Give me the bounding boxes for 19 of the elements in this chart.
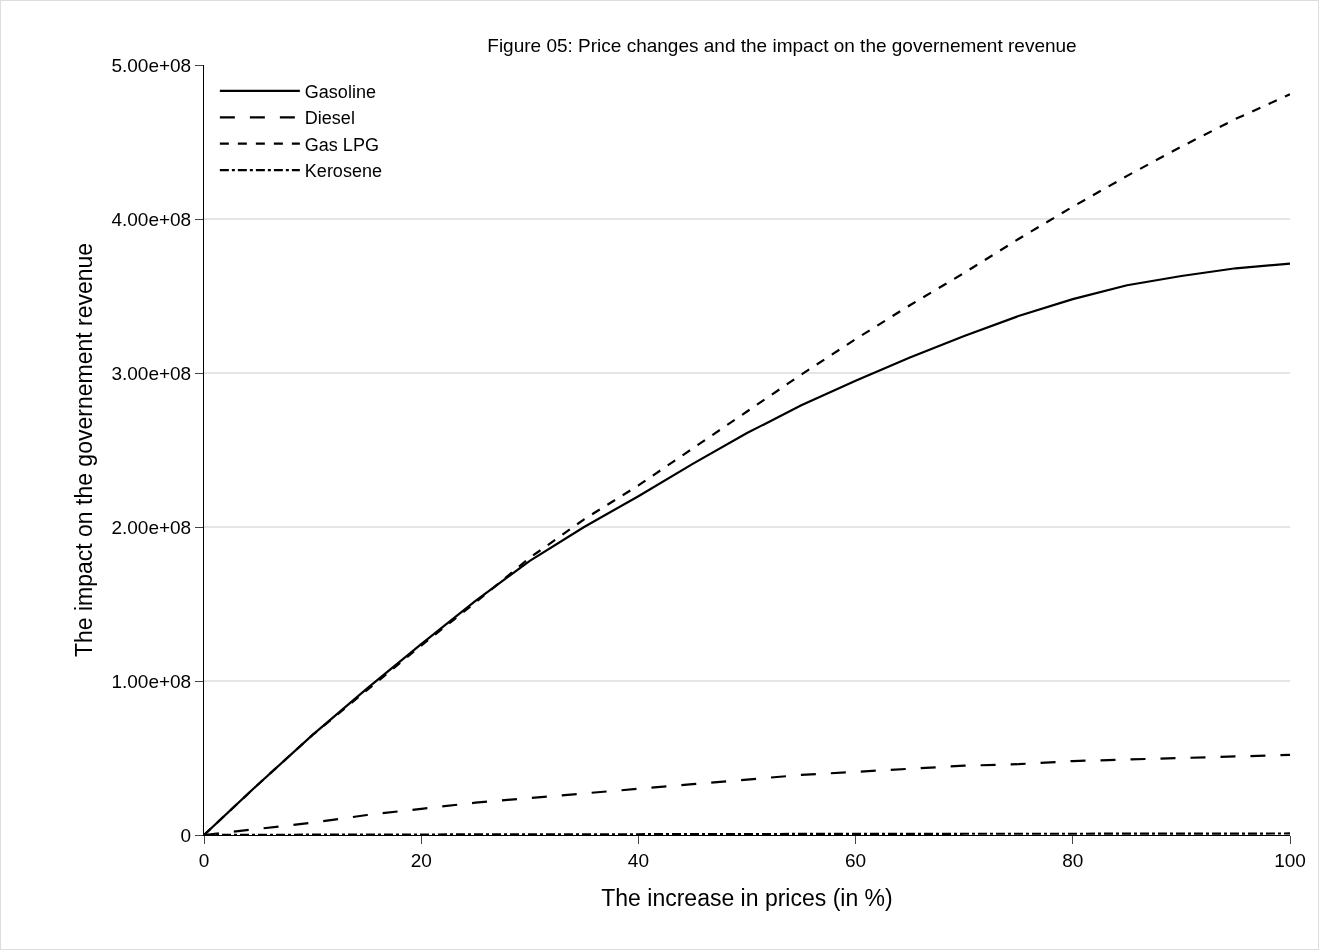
- x-tick-label: 80: [1062, 849, 1084, 871]
- y-tick-label: 5.00e+08: [111, 54, 192, 76]
- y-tick-label: 1.00e+08: [111, 670, 192, 692]
- x-axis-title: The increase in prices (in %): [601, 885, 893, 912]
- x-tick-label: 60: [845, 849, 867, 871]
- chart-title: Figure 05: Price changes and the impact on the governement revenue: [487, 35, 1077, 57]
- x-tick-label: 40: [627, 849, 649, 871]
- legend-label: Gasoline: [304, 81, 376, 102]
- y-tick-label: 4.00e+08: [111, 208, 192, 230]
- legend-label: Gas LPG: [304, 134, 379, 155]
- x-tick-label: 20: [410, 849, 432, 871]
- x-tick-label: 100: [1274, 849, 1306, 871]
- y-tick-label: 2.00e+08: [111, 516, 192, 538]
- legend-label: Diesel: [304, 108, 355, 129]
- legend-label: Kerosene: [304, 161, 382, 182]
- x-tick-label: 0: [198, 849, 210, 871]
- y-tick-label: 0: [180, 824, 192, 846]
- y-tick-label: 3.00e+08: [111, 362, 192, 384]
- y-axis-title: The impact on the governement revenue: [70, 242, 97, 658]
